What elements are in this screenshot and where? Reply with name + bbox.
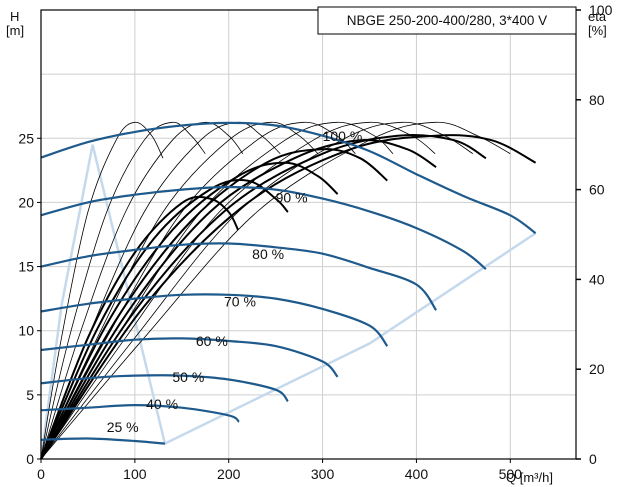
speed-curve bbox=[40, 185, 487, 270]
efficiency-curve bbox=[40, 121, 474, 460]
y-left-tick-label: 5 bbox=[26, 387, 34, 403]
speed-curve-label: 50 % bbox=[172, 369, 204, 385]
x-tick-label: 300 bbox=[311, 466, 335, 482]
y-left-tick-label: 0 bbox=[26, 451, 34, 467]
y-right-label: eta bbox=[588, 9, 607, 24]
y-left-unit: [m] bbox=[6, 23, 24, 38]
y-left-tick-label: 20 bbox=[18, 194, 34, 210]
speed-curve bbox=[40, 437, 165, 445]
efficiency-curve-bold bbox=[40, 161, 339, 460]
efficiency-curve bbox=[40, 121, 164, 460]
efficiency-curve bbox=[40, 121, 319, 460]
y-right-tick-label: 40 bbox=[589, 271, 605, 287]
efficiency-curves bbox=[40, 121, 537, 460]
speed-curve-label: 60 % bbox=[196, 333, 228, 349]
y-right-tick-label: 100 bbox=[589, 2, 613, 18]
speed-curve bbox=[40, 293, 389, 347]
y-right-unit: [%] bbox=[588, 23, 607, 38]
speed-curve bbox=[40, 337, 339, 378]
x-tick-label: 100 bbox=[123, 466, 147, 482]
title-box bbox=[317, 6, 577, 35]
efficiency-curve-bold bbox=[40, 195, 239, 460]
x-tick-label: 200 bbox=[217, 466, 241, 482]
efficiency-curve bbox=[40, 121, 436, 460]
y-right-tick-label: 20 bbox=[589, 361, 605, 377]
speed-curves: 100 % 90 % 80 % 70 % 60 % 50 % 40 % 25 % bbox=[40, 121, 537, 445]
speed-curve-label: 100 % bbox=[323, 128, 363, 144]
y-right-tick-label: 0 bbox=[589, 451, 597, 467]
efficiency-curve bbox=[40, 121, 244, 460]
speed-curve-label: 25 % bbox=[107, 419, 139, 435]
speed-curve-label: 40 % bbox=[146, 396, 178, 412]
x-tick-label: 500 bbox=[499, 466, 523, 482]
speed-curve-label: 90 % bbox=[276, 189, 308, 205]
y-left-tick-label: 25 bbox=[18, 130, 34, 146]
speed-curve bbox=[40, 403, 240, 423]
x-axis-label: Q [m³/h] bbox=[506, 470, 553, 485]
x-tick-label: 400 bbox=[405, 466, 429, 482]
x-tick-label: 0 bbox=[37, 466, 45, 482]
speed-curve bbox=[40, 242, 438, 311]
y-right-tick-label: 80 bbox=[589, 92, 605, 108]
speed-curve-label: 80 % bbox=[252, 246, 284, 262]
efficiency-curve-bold bbox=[40, 179, 289, 460]
efficiency-curve-bold bbox=[40, 138, 437, 460]
speed-curve bbox=[40, 121, 537, 235]
y-left-label: H bbox=[10, 9, 19, 24]
efficiency-curve bbox=[40, 121, 206, 460]
axis-ticks: 0 5 10 15 20 25 0 20 40 60 80 100 0 100 200 300 400 500 bbox=[18, 2, 612, 482]
efficiency-curve-bold bbox=[40, 133, 487, 460]
speed-curve-label: 70 % bbox=[224, 293, 256, 309]
chart-title: NBGE 250-200-400/280, 3*400 V bbox=[347, 13, 547, 28]
envelope-line bbox=[39, 144, 537, 460]
efficiency-curve bbox=[40, 121, 511, 460]
efficiency-curve bbox=[40, 121, 356, 460]
y-left-tick-label: 15 bbox=[18, 259, 34, 275]
efficiency-curve-bold bbox=[40, 134, 537, 460]
plot-frame bbox=[40, 9, 577, 460]
y-left-tick-label: 10 bbox=[18, 323, 34, 339]
y-right-tick-label: 60 bbox=[589, 182, 605, 198]
speed-curve bbox=[40, 374, 289, 403]
operating-envelope bbox=[39, 144, 537, 460]
grid bbox=[40, 10, 576, 459]
